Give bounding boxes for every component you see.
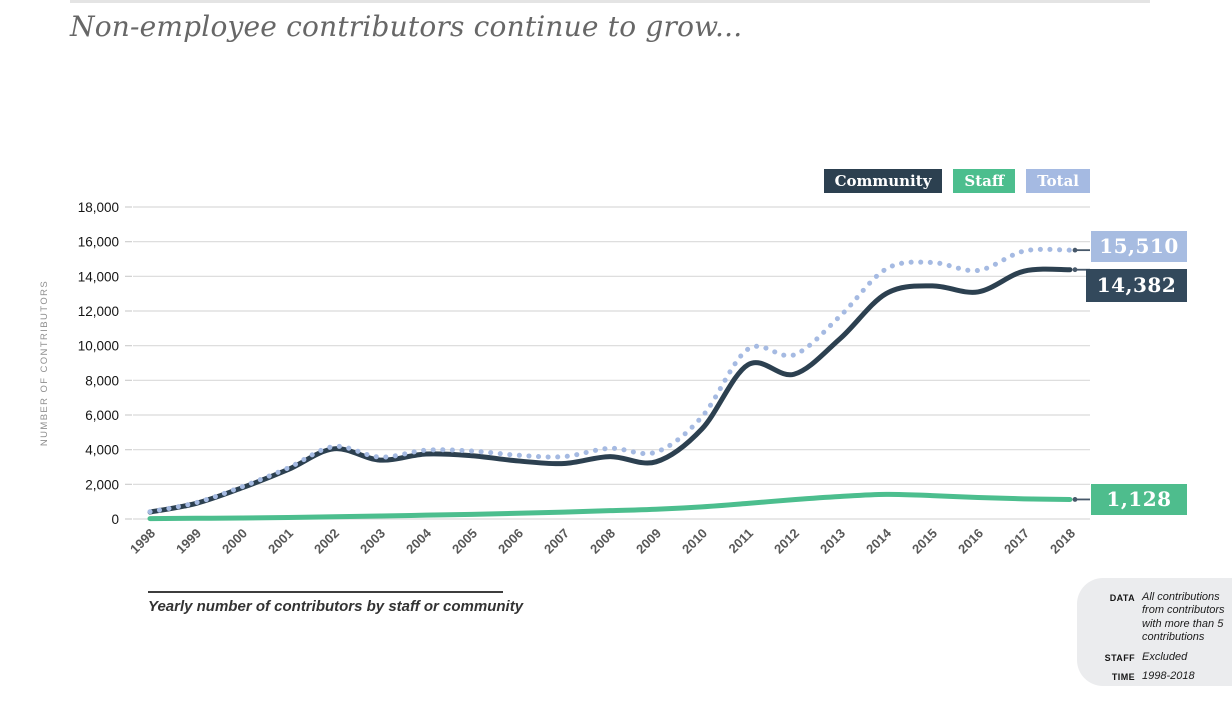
y-tick-label: 16,000: [78, 235, 119, 250]
x-tick-label: 2013: [817, 526, 848, 557]
x-tick-label: 2015: [909, 526, 940, 557]
metadata-label-staff: STAFF: [1104, 652, 1135, 663]
top-divider: [70, 0, 1150, 3]
metadata-panel: DATA All contributions from contributors…: [1077, 578, 1232, 686]
x-tick-label: 2006: [495, 526, 526, 557]
value-label-staff: 1,128: [1091, 484, 1187, 515]
x-tick-label: 2014: [863, 525, 895, 557]
legend-item-total: Total: [1026, 169, 1090, 193]
series-line-staff: [147, 491, 1073, 522]
y-tick-label: 8,000: [85, 373, 119, 388]
x-tick-label: 1999: [173, 526, 204, 557]
page-title: Non-employee contributors continue to gr…: [70, 10, 743, 43]
metadata-value-staff: Excluded: [1142, 650, 1188, 663]
x-tick-label: 2011: [726, 526, 757, 557]
series-line-community: [147, 266, 1073, 515]
value-label-community: 14,382: [1086, 269, 1187, 302]
x-tick-label: 2001: [265, 526, 296, 557]
chart-caption: Yearly number of contributors by staff o…: [148, 598, 524, 615]
metadata-value-data: All contributions from contributors with…: [1142, 591, 1225, 644]
y-tick-label: 0: [111, 512, 119, 527]
y-tick-label: 2,000: [85, 477, 119, 492]
y-axis-title: NUMBER OF CONTRIBUTORS: [39, 280, 50, 446]
caption-divider: [148, 591, 503, 593]
metadata-grid: DATA All contributions from contributors…: [1089, 591, 1231, 683]
y-tick-label: 10,000: [78, 339, 119, 354]
y-tick-label: 14,000: [78, 269, 119, 284]
x-tick-label: 1998: [127, 526, 158, 557]
value-label-total: 15,510: [1091, 231, 1187, 262]
series-line-total: [147, 246, 1073, 515]
chart-legend: Community Staff Total: [823, 169, 1090, 193]
y-tick-label: 4,000: [85, 443, 119, 458]
x-tick-label: 2002: [311, 526, 342, 557]
x-tick-label: 2018: [1047, 526, 1078, 557]
x-tick-label: 2007: [541, 526, 572, 557]
legend-item-community: Community: [823, 169, 943, 193]
x-tick-label: 2012: [771, 526, 802, 557]
x-tick-label: 2003: [357, 526, 388, 557]
metadata-label-data: DATA: [1109, 593, 1135, 603]
y-tick-label: 12,000: [78, 304, 119, 319]
x-tick-label: 2017: [1001, 526, 1032, 557]
metadata-value-time: 1998-2018: [1142, 670, 1195, 683]
x-tick-label: 2009: [633, 526, 664, 557]
x-tick-label: 2008: [587, 526, 618, 557]
x-tick-label: 2016: [955, 526, 986, 557]
x-tick-label: 2004: [403, 525, 435, 557]
x-tick-label: 2010: [679, 526, 710, 557]
legend-item-staff: Staff: [953, 169, 1016, 193]
x-tick-label: 2000: [219, 526, 250, 557]
y-tick-label: 6,000: [85, 408, 119, 423]
x-tick-label: 2005: [449, 526, 480, 557]
metadata-label-time: TIME: [1111, 672, 1135, 683]
y-tick-label: 18,000: [78, 200, 119, 215]
